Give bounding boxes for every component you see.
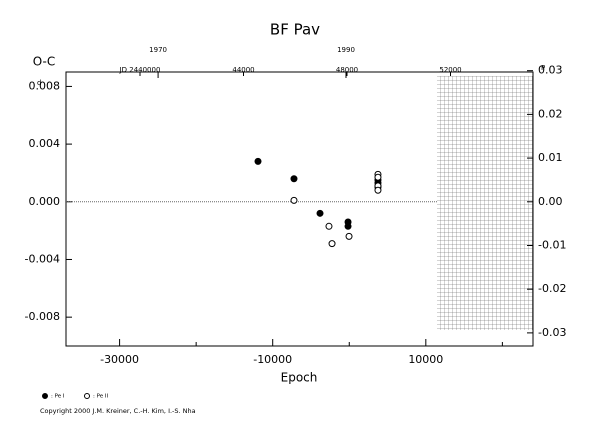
y2-tick-label: 0.02 — [538, 107, 563, 120]
chart-title: BF Pav — [270, 21, 320, 39]
data-point — [345, 232, 353, 240]
y-tick-label: 0.008 — [29, 79, 61, 92]
legend-label: : Pe I — [51, 394, 65, 400]
data-point — [316, 209, 324, 217]
data-point — [290, 196, 298, 204]
x2-tick-label: 1970 — [149, 46, 167, 54]
data-point — [290, 175, 298, 183]
data-point — [344, 222, 352, 230]
x-tick-label: 10000 — [408, 353, 443, 366]
y2-unit: P — [541, 64, 545, 72]
x2-tick-label: 1990 — [337, 46, 355, 54]
data-point — [328, 240, 336, 248]
y-unit: d — [37, 79, 41, 87]
y-axis-label: O-C — [33, 55, 56, 69]
x3-tick-label: JD 2440000 — [119, 66, 161, 74]
x3-tick-label: 48000 — [336, 66, 358, 74]
y2-tick-label: -0.01 — [538, 238, 566, 251]
x3-tick-label: 52000 — [439, 66, 461, 74]
legend-label: : Pe II — [93, 394, 108, 400]
y-tick-label: -0.004 — [25, 252, 60, 265]
legend-marker — [42, 393, 48, 399]
hatched-region — [437, 76, 533, 330]
data-point — [374, 186, 382, 194]
copyright: Copyright 2000 J.M. Kreiner, C.-H. Kim, … — [40, 407, 196, 415]
x-tick-label: -10000 — [253, 353, 292, 366]
y2-tick-label: 0.00 — [538, 195, 563, 208]
data-point — [325, 222, 333, 230]
data-point — [254, 157, 262, 165]
y-tick-label: -0.008 — [25, 310, 60, 323]
plot-frame — [65, 71, 534, 347]
x-tick-label: -30000 — [100, 353, 139, 366]
y-tick-label: 0.004 — [29, 137, 61, 150]
y2-tick-label: 0.03 — [538, 64, 563, 77]
y2-tick-label: -0.03 — [538, 326, 566, 339]
x-axis-label: Epoch — [281, 371, 318, 385]
y2-tick-label: -0.02 — [538, 282, 566, 295]
legend-marker — [84, 393, 90, 399]
data-point — [374, 173, 382, 181]
y2-tick-label: 0.01 — [538, 151, 563, 164]
y-tick-label: 0.000 — [29, 195, 61, 208]
x3-tick-label: 44000 — [232, 66, 254, 74]
